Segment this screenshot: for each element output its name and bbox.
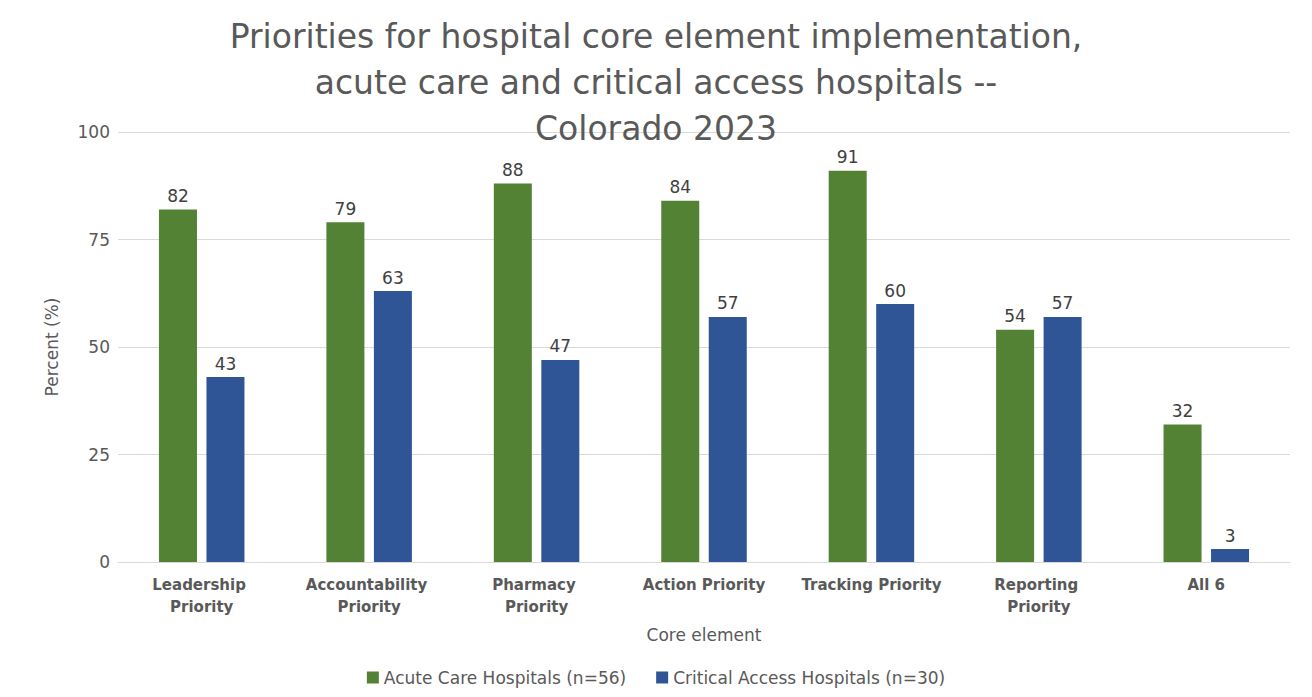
svg-text:63: 63	[382, 268, 404, 288]
svg-text:50: 50	[88, 337, 110, 357]
svg-text:Tracking Priority: Tracking Priority	[801, 576, 941, 594]
svg-text:Core element: Core element	[647, 625, 762, 645]
svg-text:43: 43	[215, 354, 237, 374]
svg-text:88: 88	[502, 160, 524, 180]
svg-text:Priorities for hospital core e: Priorities for hospital core element imp…	[230, 17, 1083, 56]
svg-text:57: 57	[1052, 293, 1074, 313]
svg-text:Leadership: Leadership	[152, 576, 251, 594]
svg-text:Colorado 2023: Colorado 2023	[535, 109, 777, 148]
svg-text:Percent (%): Percent (%)	[42, 298, 62, 397]
svg-text:All 6: All 6	[1188, 576, 1226, 594]
svg-text:54: 54	[1004, 306, 1026, 326]
svg-text:Action Priority: Action Priority	[643, 576, 766, 594]
svg-text:91: 91	[837, 147, 859, 167]
svg-text:Priority: Priority	[337, 598, 401, 616]
svg-text:acute care and critical access: acute care and critical access hospitals…	[304, 63, 1008, 102]
svg-text:75: 75	[88, 230, 110, 250]
svg-text:79: 79	[335, 199, 357, 219]
svg-text:47: 47	[550, 336, 572, 356]
svg-text:100: 100	[78, 122, 110, 142]
svg-text:Critical Access Hospitals (n=3: Critical Access Hospitals (n=30)	[673, 668, 945, 688]
svg-text:60: 60	[884, 281, 906, 301]
svg-text:Pharmacy: Pharmacy	[492, 576, 581, 594]
svg-text:82: 82	[167, 186, 189, 206]
svg-text:Priority: Priority	[1007, 598, 1071, 616]
svg-text:Priority: Priority	[505, 598, 569, 616]
svg-text:57: 57	[717, 293, 739, 313]
svg-text:Priority: Priority	[170, 598, 234, 616]
svg-text:84: 84	[669, 177, 691, 197]
svg-text:Acute Care Hospitals (n=56): Acute Care Hospitals (n=56)	[384, 668, 626, 688]
svg-text:32: 32	[1172, 401, 1194, 421]
svg-text:3: 3	[1225, 526, 1236, 546]
svg-text:0: 0	[99, 552, 110, 572]
svg-text:Reporting: Reporting	[994, 576, 1083, 594]
svg-text:25: 25	[88, 445, 110, 465]
svg-text:Accountability: Accountability	[306, 576, 433, 594]
